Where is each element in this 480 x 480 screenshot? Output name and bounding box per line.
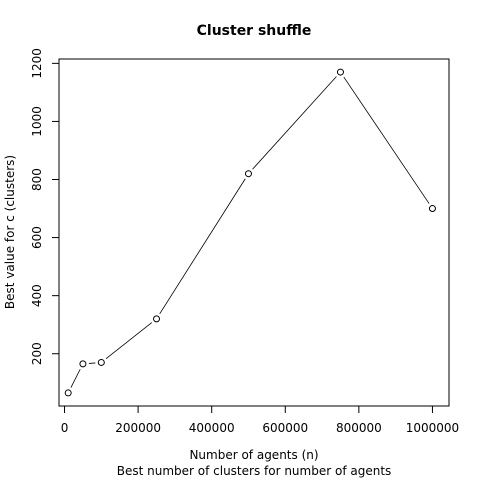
y-tick-label: 400 xyxy=(30,284,44,307)
data-point xyxy=(244,170,252,178)
y-axis-label: Best value for c (clusters) xyxy=(3,155,17,309)
data-series xyxy=(64,68,436,397)
x-tick-label: 600000 xyxy=(262,421,308,435)
chart-title: Cluster shuffle xyxy=(197,23,312,39)
data-point xyxy=(336,68,344,76)
series-segment xyxy=(70,369,81,388)
data-point xyxy=(97,358,105,366)
data-point xyxy=(64,389,72,397)
y-axis: 200 400 600 800 1000 1200 xyxy=(30,48,60,365)
plot-frame xyxy=(58,58,450,407)
y-tick-label: 600 xyxy=(30,226,44,249)
x-tick-label: 0 xyxy=(61,421,69,435)
series-segment xyxy=(159,178,246,315)
x-tick-label: 200000 xyxy=(115,421,161,435)
x-axis-label: Number of agents (n) xyxy=(189,448,318,462)
x-axis: 0 200000 400000 600000 800000 1000000 xyxy=(61,405,459,435)
x-tick-label: 800000 xyxy=(336,421,382,435)
chart-subtitle: Best number of clusters for number of ag… xyxy=(117,464,392,478)
series-segment xyxy=(252,76,337,170)
y-tick-label: 1000 xyxy=(30,106,44,137)
data-point xyxy=(79,360,87,368)
series-segment xyxy=(105,322,153,360)
data-point xyxy=(428,205,436,213)
data-point xyxy=(153,315,160,323)
x-tick-label: 400000 xyxy=(189,421,235,435)
y-tick-label: 800 xyxy=(30,168,44,191)
series-segment xyxy=(88,362,96,364)
y-tick-label: 1200 xyxy=(30,48,44,79)
series-segment xyxy=(343,76,430,204)
x-tick-label: 1000000 xyxy=(406,421,459,435)
y-tick-label: 200 xyxy=(30,342,44,365)
